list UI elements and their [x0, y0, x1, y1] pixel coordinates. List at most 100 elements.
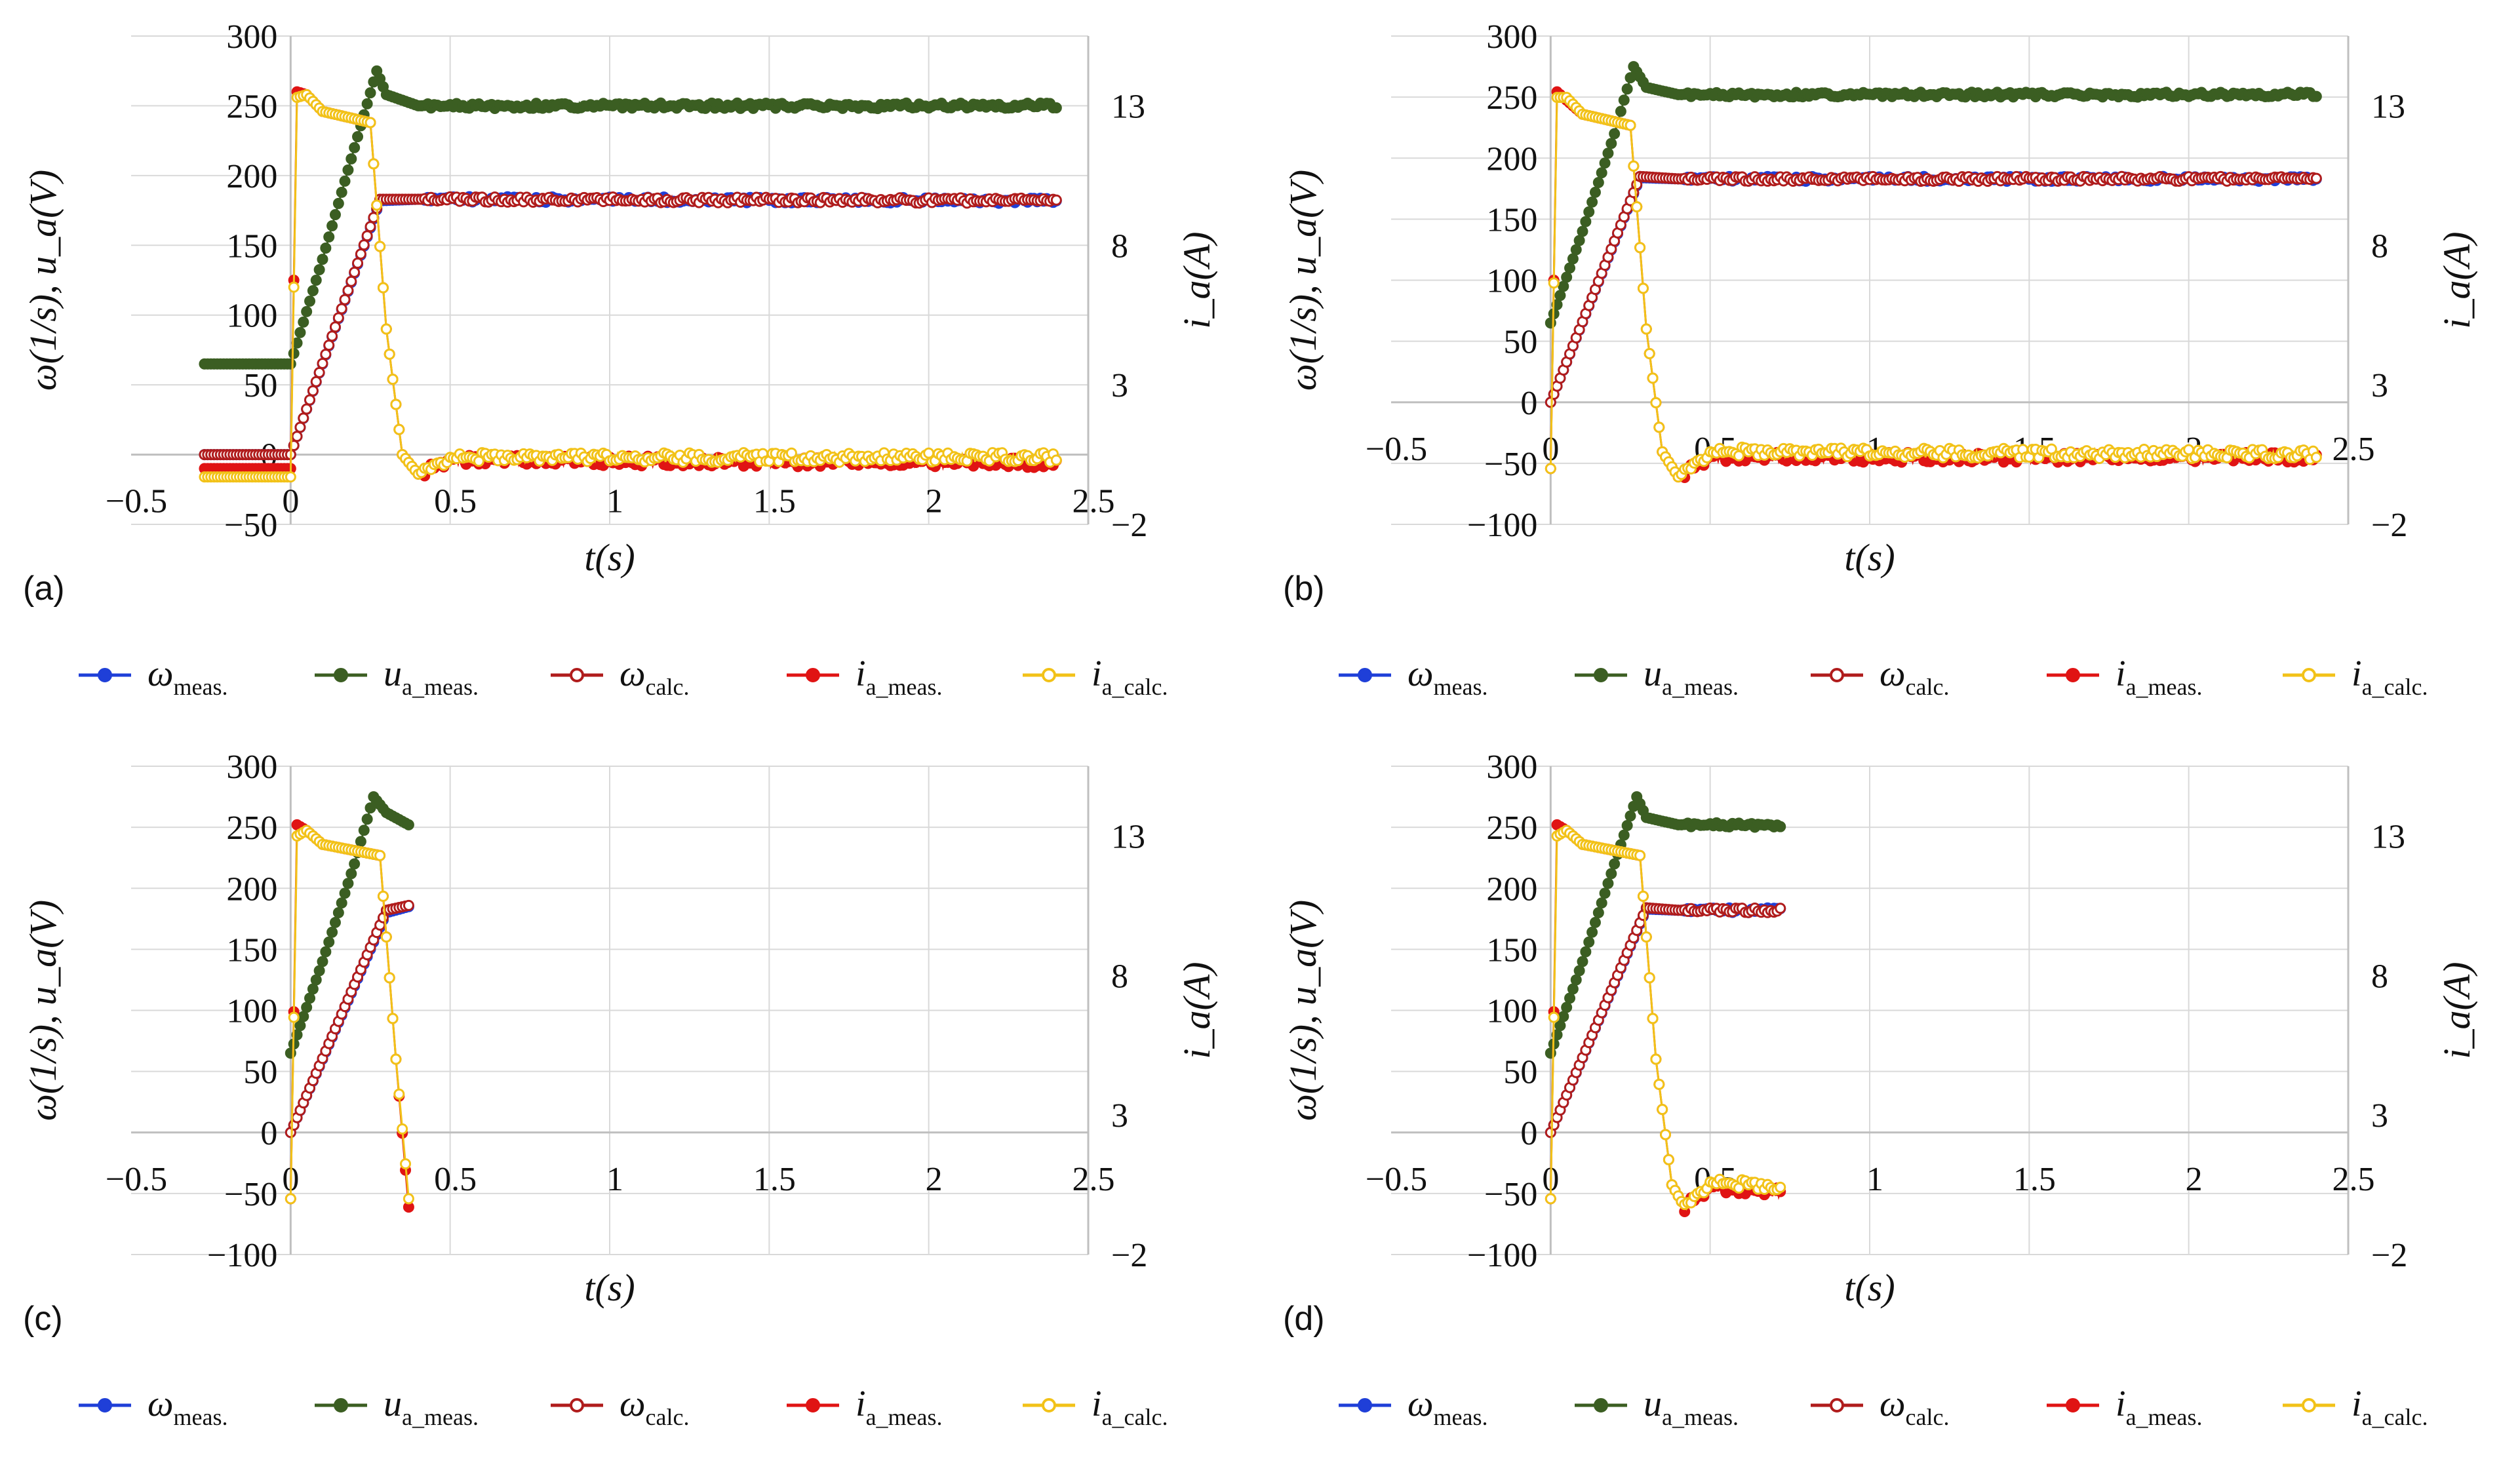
data-point: [304, 295, 316, 307]
legend-label: ωmeas.: [1408, 1384, 1488, 1430]
y-tick-label: 50: [1503, 1054, 1537, 1091]
data-point: [313, 965, 325, 977]
legend-item: ia_meas.: [2047, 653, 2203, 700]
data-point: [1545, 1193, 1556, 1205]
data-point: [1605, 138, 1617, 149]
legend-marker: [1358, 668, 1372, 682]
data-point: [387, 374, 399, 385]
data-point: [1589, 916, 1601, 928]
y-tick-label: −100: [1467, 507, 1537, 544]
data-point: [313, 366, 325, 378]
data-point: [374, 849, 386, 861]
data-point: [1657, 1104, 1668, 1116]
data-point: [355, 248, 366, 260]
y2-tick-label: 3: [2371, 367, 2388, 404]
y-tick-label: 150: [226, 227, 277, 265]
x-tick-label: 2.5: [2333, 431, 2375, 468]
y-tick-label: −100: [1467, 1237, 1537, 1274]
data-point: [2310, 452, 2322, 463]
data-point: [364, 802, 376, 814]
data-point: [1548, 277, 1560, 289]
y-tick-label: −50: [1484, 1176, 1537, 1213]
data-point: [1637, 890, 1649, 902]
y2-tick-label: 3: [1111, 1097, 1128, 1135]
x-tick-label: 1: [606, 1161, 623, 1198]
data-point: [349, 142, 361, 153]
legend-marker: [806, 668, 820, 682]
data-point: [352, 257, 364, 269]
data-point: [361, 98, 373, 109]
data-point: [313, 264, 325, 276]
data-point: [393, 1088, 405, 1100]
data-point: [1644, 347, 1655, 359]
series-a-1: [199, 65, 1062, 370]
y-tick-label: 50: [243, 1054, 277, 1091]
y2-tick-label: 8: [1111, 958, 1128, 995]
data-point: [310, 974, 322, 986]
y-tick-label: 0: [1520, 1115, 1537, 1152]
legend-b: ωmeas. ua_meas. ωcalc. ia_meas. ia_calc.: [1339, 653, 2428, 700]
data-point: [403, 899, 414, 911]
legend-label: ua_meas.: [384, 1384, 479, 1430]
legend-label: ia_meas.: [856, 1384, 943, 1430]
legend-label: ωcalc.: [620, 653, 689, 700]
data-point: [1653, 1078, 1665, 1090]
data-point: [387, 1013, 399, 1024]
data-point: [364, 87, 376, 99]
data-point: [1586, 926, 1598, 938]
y-tick-label: 0: [1520, 385, 1537, 422]
data-point: [345, 868, 357, 880]
data-point: [349, 858, 361, 870]
data-point: [345, 275, 357, 287]
legend-label: ia_meas.: [2116, 1384, 2203, 1430]
data-point: [288, 281, 300, 293]
y-tick-label: 300: [1486, 749, 1537, 786]
data-point: [1573, 965, 1585, 977]
series-b-1: [1545, 61, 2322, 329]
legend-marker: [334, 668, 348, 682]
y-tick-label: 50: [243, 367, 277, 404]
legend-marker: [1042, 1398, 1056, 1412]
data-point: [326, 330, 338, 342]
data-point: [288, 347, 300, 359]
series-d-2: [1545, 902, 1786, 1139]
y-tick-label: 200: [226, 158, 277, 195]
data-point: [1602, 878, 1614, 889]
x-tick-label: −0.5: [1366, 431, 1427, 468]
data-point: [1570, 974, 1582, 986]
data-point: [339, 175, 351, 187]
data-point: [323, 231, 335, 243]
data-point: [285, 471, 296, 483]
panel-b: −100−50050100150200250300−0.500.511.522.…: [1260, 0, 2520, 730]
data-point: [1650, 397, 1662, 408]
legend-label: ωmeas.: [1408, 653, 1488, 700]
data-point: [1599, 887, 1611, 899]
y-axis-label: ω(1/s), u_a(V): [1282, 170, 1324, 391]
data-point: [1596, 897, 1607, 909]
legend-item: ωcalc.: [551, 1384, 689, 1430]
series-line: [1549, 174, 2317, 403]
y-tick-label: 250: [1486, 809, 1537, 847]
data-point: [298, 1011, 309, 1023]
legend-marker: [2302, 668, 2316, 682]
legend-item: ωmeas.: [79, 653, 228, 700]
data-point: [1577, 956, 1588, 967]
y-tick-label: 100: [1486, 263, 1537, 300]
data-point: [342, 878, 354, 889]
y-axis-label: ω(1/s), u_a(V): [22, 170, 64, 391]
data-point: [1554, 290, 1566, 302]
data-point: [1605, 868, 1617, 880]
series-b-0: [1545, 170, 2322, 408]
panel-a: −50050100150200250300−0.500.511.522.5−23…: [0, 0, 1260, 730]
panel-d: −100−50050100150200250300−0.500.511.522.…: [1260, 730, 2520, 1460]
data-point: [1609, 128, 1621, 140]
legend-marker: [98, 668, 112, 682]
data-point: [1558, 281, 1569, 292]
legend-marker: [570, 1398, 584, 1412]
legend-marker: [806, 1398, 820, 1412]
data-point: [1609, 858, 1621, 870]
data-point: [1573, 235, 1585, 246]
data-point: [1583, 936, 1595, 948]
data-point: [384, 972, 395, 984]
